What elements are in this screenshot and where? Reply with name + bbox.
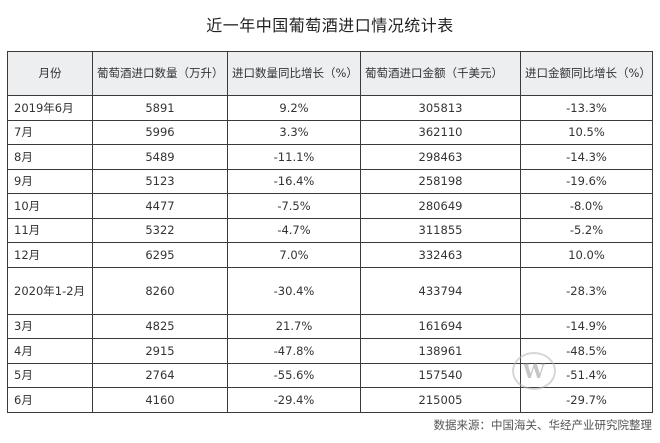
cell-month: 6月 — [7, 387, 93, 413]
cell-import-value: 433794 — [360, 266, 521, 315]
cell-import-value: 305813 — [360, 95, 521, 121]
cell-month: 2019年6月 — [7, 95, 93, 121]
cell-import-value: 138961 — [360, 338, 521, 364]
data-source-note: 数据来源：中国海关、华经产业研究院整理 — [433, 418, 653, 432]
cell-month: 3月 — [7, 313, 93, 339]
cell-value-yoy: -29.7% — [520, 387, 653, 413]
cell-import-volume: 6295 — [92, 242, 228, 268]
cell-import-volume: 2764 — [92, 362, 228, 388]
cell-volume-yoy: -16.4% — [227, 168, 361, 194]
cell-volume-yoy: -29.4% — [227, 387, 361, 413]
cell-value-yoy: -8.0% — [520, 193, 653, 219]
cell-value-yoy: -14.9% — [520, 313, 653, 339]
cell-import-value: 311855 — [360, 217, 521, 243]
table-row: 10月 4477 -7.5% 280649 -8.0% — [7, 193, 653, 219]
cell-volume-yoy: -55.6% — [227, 362, 361, 388]
cell-month: 10月 — [7, 193, 93, 219]
cell-import-volume: 4477 — [92, 193, 228, 219]
cell-value-yoy: -19.6% — [520, 168, 653, 194]
cell-volume-yoy: -7.5% — [227, 193, 361, 219]
cell-import-volume: 5891 — [92, 95, 228, 121]
wine-import-table: 月份 葡萄酒进口数量（万升） 进口数量同比增长（%） 葡萄酒进口金额（千美元） … — [7, 51, 653, 413]
cell-import-volume: 4825 — [92, 313, 228, 339]
table-row: 9月 5123 -16.4% 258198 -19.6% — [7, 168, 653, 194]
cell-import-value: 157540 — [360, 362, 521, 388]
cell-volume-yoy: 7.0% — [227, 242, 361, 268]
cell-value-yoy: -14.3% — [520, 144, 653, 170]
cell-import-value: 258198 — [360, 168, 521, 194]
table-row: 2019年6月 5891 9.2% 305813 -13.3% — [7, 95, 653, 121]
cell-month: 7月 — [7, 119, 93, 145]
cell-import-value: 161694 — [360, 313, 521, 339]
watermark-logo: W — [512, 352, 556, 390]
table-row: 6月 4160 -29.4% 215005 -29.7% — [7, 387, 653, 413]
cell-import-value: 362110 — [360, 119, 521, 145]
cell-month: 12月 — [7, 242, 93, 268]
table-row: 12月 6295 7.0% 332463 10.0% — [7, 242, 653, 268]
cell-month: 5月 — [7, 362, 93, 388]
cell-month: 4月 — [7, 338, 93, 364]
cell-import-value: 298463 — [360, 144, 521, 170]
header-import-volume: 葡萄酒进口数量（万升） — [92, 51, 228, 96]
header-month: 月份 — [7, 51, 93, 96]
cell-value-yoy: 10.5% — [520, 119, 653, 145]
cell-month: 2020年1-2月 — [7, 266, 93, 315]
cell-import-value: 332463 — [360, 242, 521, 268]
cell-import-value: 215005 — [360, 387, 521, 413]
cell-value-yoy: -5.2% — [520, 217, 653, 243]
cell-volume-yoy: 21.7% — [227, 313, 361, 339]
cell-import-volume: 5489 — [92, 144, 228, 170]
cell-volume-yoy: 9.2% — [227, 95, 361, 121]
cell-import-volume: 8260 — [92, 266, 228, 315]
header-row: 月份 葡萄酒进口数量（万升） 进口数量同比增长（%） 葡萄酒进口金额（千美元） … — [7, 51, 653, 96]
table-row: 11月 5322 -4.7% 311855 -5.2% — [7, 217, 653, 243]
header-import-value: 葡萄酒进口金额（千美元） — [360, 51, 521, 96]
cell-month: 11月 — [7, 217, 93, 243]
cell-import-volume: 4160 — [92, 387, 228, 413]
cell-volume-yoy: -4.7% — [227, 217, 361, 243]
cell-month: 9月 — [7, 168, 93, 194]
cell-import-volume: 5996 — [92, 119, 228, 145]
cell-volume-yoy: -47.8% — [227, 338, 361, 364]
cell-import-value: 280649 — [360, 193, 521, 219]
cell-value-yoy: 10.0% — [520, 242, 653, 268]
header-value-yoy: 进口金额同比增长（%） — [520, 51, 653, 96]
cell-value-yoy: -13.3% — [520, 95, 653, 121]
table-title: 近一年中国葡萄酒进口情况统计表 — [206, 16, 454, 35]
cell-volume-yoy: -30.4% — [227, 266, 361, 315]
header-volume-yoy: 进口数量同比增长（%） — [227, 51, 361, 96]
table-row: 7月 5996 3.3% 362110 10.5% — [7, 119, 653, 145]
table-row: 2020年1-2月 8260 -30.4% 433794 -28.3% — [7, 266, 653, 315]
table-row: 8月 5489 -11.1% 298463 -14.3% — [7, 144, 653, 170]
cell-import-volume: 2915 — [92, 338, 228, 364]
cell-month: 8月 — [7, 144, 93, 170]
table-row: 5月 2764 -55.6% 157540 -51.4% — [7, 362, 653, 388]
cell-volume-yoy: -11.1% — [227, 144, 361, 170]
cell-import-volume: 5123 — [92, 168, 228, 194]
cell-volume-yoy: 3.3% — [227, 119, 361, 145]
table-body: 2019年6月 5891 9.2% 305813 -13.3% 7月 5996 3.3% 362… — [7, 95, 653, 413]
cell-value-yoy: -28.3% — [520, 266, 653, 315]
table-row: 4月 2915 -47.8% 138961 -48.5% — [7, 338, 653, 364]
table-row: 3月 4825 21.7% 161694 -14.9% — [7, 313, 653, 339]
cell-import-volume: 5322 — [92, 217, 228, 243]
